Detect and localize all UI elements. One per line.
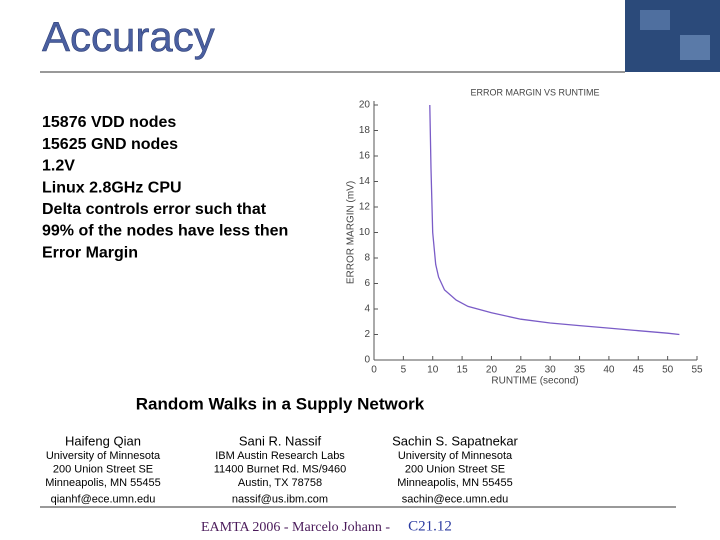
- footer-text: EAMTA 2006 - Marcelo Johann -: [201, 520, 390, 535]
- author-line: 11400 Burnet Rd. MS/9460: [214, 463, 347, 475]
- author-line: Minneapolis, MN 55455: [45, 477, 161, 489]
- author-name: Sachin S. Sapatnekar: [392, 433, 518, 448]
- y-tick-label: 20: [359, 100, 371, 111]
- bullet: Linux 2.8GHz CPU: [42, 179, 182, 196]
- bullet: Delta controls error such that: [42, 201, 267, 218]
- author-line: 200 Union Street SE: [53, 463, 153, 475]
- author-name: Haifeng Qian: [65, 433, 141, 448]
- y-axis-label: ERROR MARGIN (mV): [346, 181, 357, 284]
- bullet: 15625 GND nodes: [42, 136, 178, 153]
- author-line: IBM Austin Research Labs: [215, 450, 345, 462]
- author-line: sachin@ece.umn.edu: [402, 493, 509, 505]
- author-name: Sani R. Nassif: [239, 433, 322, 448]
- decor-image: [680, 35, 710, 60]
- y-tick-label: 14: [359, 176, 371, 187]
- author-line: 200 Union Street SE: [405, 463, 505, 475]
- paper-title: Random Walks in a Supply Network: [136, 394, 425, 413]
- y-tick-label: 4: [364, 304, 370, 315]
- x-tick-label: 15: [457, 365, 469, 376]
- author-line: nassif@us.ibm.com: [232, 493, 328, 505]
- decor-image: [640, 10, 670, 30]
- bullet: Error Margin: [42, 244, 138, 261]
- x-tick-label: 0: [371, 365, 377, 376]
- author-line: qianhf@ece.umn.edu: [51, 493, 156, 505]
- x-tick-label: 20: [486, 365, 498, 376]
- bullet: 99% of the nodes have less then: [42, 223, 288, 240]
- author-line: University of Minnesota: [398, 450, 513, 462]
- x-tick-label: 45: [633, 365, 645, 376]
- slide-title: Accuracy: [42, 13, 215, 60]
- author-line: Austin, TX 78758: [238, 477, 322, 489]
- bullet: 1.2V: [42, 158, 75, 175]
- y-tick-label: 12: [359, 202, 371, 213]
- x-tick-label: 50: [662, 365, 674, 376]
- x-tick-label: 30: [545, 365, 557, 376]
- y-tick-label: 18: [359, 125, 371, 136]
- y-tick-label: 10: [359, 227, 371, 238]
- x-tick-label: 35: [574, 365, 586, 376]
- footer-code: C21.12: [408, 518, 452, 534]
- y-tick-label: 16: [359, 151, 371, 162]
- x-tick-label: 10: [427, 365, 439, 376]
- x-tick-label: 55: [691, 365, 703, 376]
- bullet: 15876 VDD nodes: [42, 114, 176, 131]
- author-line: University of Minnesota: [46, 450, 161, 462]
- y-tick-label: 0: [364, 355, 370, 366]
- data-line: [429, 104, 680, 336]
- y-tick-label: 6: [364, 278, 370, 289]
- chart-title: ERROR MARGIN VS RUNTIME: [470, 87, 599, 97]
- x-tick-label: 5: [401, 365, 407, 376]
- y-tick-label: 8: [364, 253, 370, 264]
- y-tick-label: 2: [364, 329, 370, 340]
- x-tick-label: 40: [603, 365, 615, 376]
- x-axis-label: RUNTIME (second): [491, 376, 578, 387]
- author-line: Minneapolis, MN 55455: [397, 477, 513, 489]
- x-tick-label: 25: [515, 365, 527, 376]
